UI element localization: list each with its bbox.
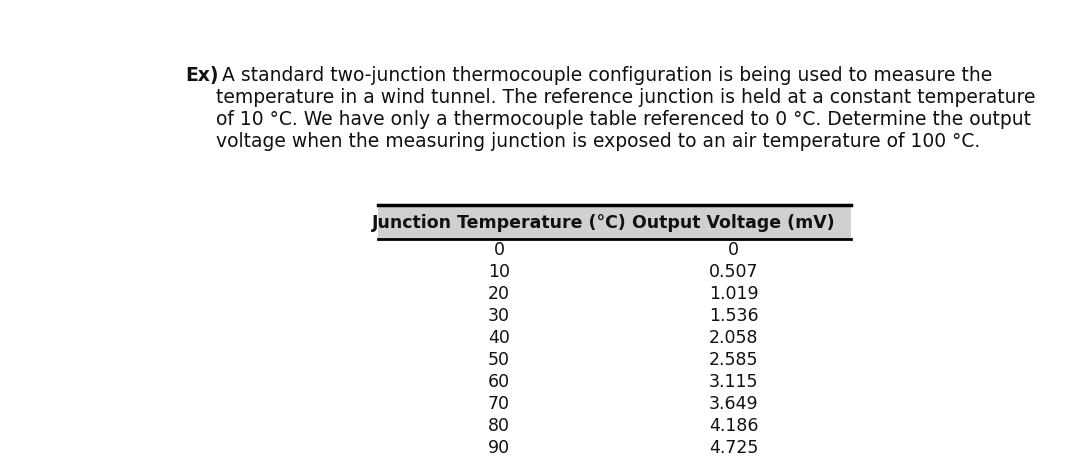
Text: Junction Temperature (°C): Junction Temperature (°C)	[372, 213, 626, 231]
Text: Output Voltage (mV): Output Voltage (mV)	[632, 213, 835, 231]
Text: 0.507: 0.507	[708, 263, 758, 281]
Text: 1.536: 1.536	[708, 307, 758, 325]
Text: 80: 80	[488, 417, 510, 435]
Text: 1.019: 1.019	[708, 285, 758, 303]
Text: 50: 50	[488, 351, 510, 369]
Text: 20: 20	[488, 285, 510, 303]
Text: 4.725: 4.725	[708, 439, 758, 457]
Text: 5.268: 5.268	[708, 461, 758, 462]
Text: 0: 0	[494, 241, 504, 259]
Text: Ex): Ex)	[186, 66, 219, 85]
Bar	[378, 207, 851, 239]
Text: 2.058: 2.058	[708, 329, 758, 347]
Text: 2.585: 2.585	[708, 351, 758, 369]
Text: 0: 0	[728, 241, 739, 259]
Text: 10: 10	[488, 263, 510, 281]
Text: 30: 30	[488, 307, 510, 325]
Text: 3.649: 3.649	[708, 395, 758, 413]
Text: A standard two-junction thermocouple configuration is being used to measure the
: A standard two-junction thermocouple con…	[216, 66, 1036, 151]
Text: 100: 100	[483, 461, 515, 462]
Text: 60: 60	[488, 373, 510, 391]
Text: 40: 40	[488, 329, 510, 347]
Text: 4.186: 4.186	[708, 417, 758, 435]
Text: 70: 70	[488, 395, 510, 413]
Text: 3.115: 3.115	[708, 373, 758, 391]
Text: 90: 90	[488, 439, 510, 457]
